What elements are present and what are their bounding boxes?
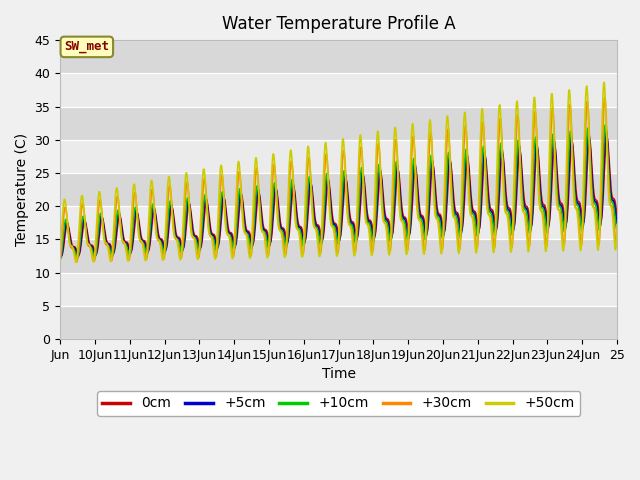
+10cm	[156, 238, 164, 243]
+50cm	[156, 241, 164, 247]
Line: +30cm: +30cm	[60, 97, 617, 262]
0cm	[342, 177, 349, 182]
+5cm	[613, 221, 621, 227]
0cm	[603, 134, 611, 140]
Bar	[60, 240, 617, 273]
0cm	[440, 228, 448, 234]
Y-axis label: Temperature (C): Temperature (C)	[15, 133, 29, 246]
+30cm	[308, 204, 316, 210]
+50cm	[342, 173, 349, 179]
Line: 0cm: 0cm	[60, 137, 617, 256]
+10cm	[56, 256, 64, 262]
Bar	[60, 40, 617, 73]
+10cm	[577, 226, 585, 231]
+30cm	[440, 215, 448, 220]
+10cm	[341, 170, 349, 176]
+5cm	[308, 192, 316, 198]
Line: +10cm: +10cm	[60, 125, 617, 259]
X-axis label: Time: Time	[322, 367, 356, 382]
+50cm	[56, 251, 64, 256]
+5cm	[602, 128, 610, 134]
+30cm	[578, 242, 586, 248]
Title: Water Temperature Profile A: Water Temperature Profile A	[222, 15, 456, 33]
+10cm	[613, 226, 621, 232]
0cm	[613, 213, 621, 219]
+50cm	[67, 242, 74, 248]
+50cm	[613, 222, 621, 228]
+50cm	[72, 259, 79, 265]
Bar	[60, 107, 617, 140]
0cm	[56, 252, 64, 257]
Line: +5cm: +5cm	[60, 131, 617, 258]
+5cm	[342, 172, 349, 178]
+10cm	[440, 229, 448, 235]
Bar	[60, 140, 617, 173]
+30cm	[156, 240, 164, 245]
0cm	[156, 236, 164, 241]
+50cm	[440, 190, 448, 195]
+30cm	[73, 259, 81, 265]
+5cm	[578, 219, 586, 225]
+30cm	[67, 243, 74, 249]
0cm	[67, 238, 75, 244]
Bar	[60, 306, 617, 339]
+10cm	[602, 122, 609, 128]
0cm	[578, 210, 586, 216]
+10cm	[67, 243, 74, 249]
0cm	[308, 188, 316, 194]
+5cm	[57, 255, 65, 261]
Bar	[60, 73, 617, 107]
Bar	[60, 173, 617, 206]
Line: +50cm: +50cm	[60, 83, 617, 262]
+10cm	[308, 195, 316, 201]
+5cm	[156, 237, 164, 242]
Text: SW_met: SW_met	[65, 40, 109, 53]
+5cm	[56, 254, 64, 260]
+50cm	[578, 240, 586, 246]
+5cm	[67, 241, 75, 247]
Legend: 0cm, +5cm, +10cm, +30cm, +50cm: 0cm, +5cm, +10cm, +30cm, +50cm	[97, 391, 580, 416]
+30cm	[613, 234, 621, 240]
Bar	[60, 273, 617, 306]
0cm	[58, 253, 65, 259]
+30cm	[342, 166, 349, 172]
+30cm	[601, 95, 609, 100]
+50cm	[600, 80, 608, 85]
Bar	[60, 206, 617, 240]
+50cm	[308, 212, 316, 217]
+30cm	[56, 257, 64, 263]
+5cm	[440, 229, 448, 235]
